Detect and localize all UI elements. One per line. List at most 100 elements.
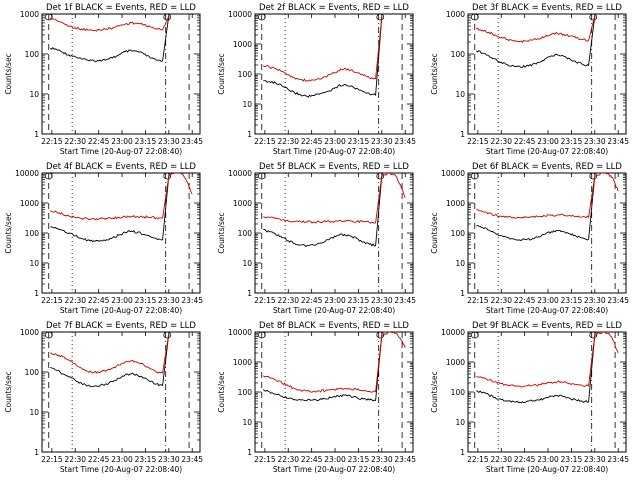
y-tick-label: 1 <box>247 448 252 457</box>
x-tick-label: 22:45 <box>514 296 536 305</box>
panel-det-7: Det 7f BLACK = Events, RED = LLD 1 10 100 10… <box>4 321 203 474</box>
saa-marker <box>257 331 266 339</box>
y-tick-label: 1000 <box>446 358 465 367</box>
x-tick-label: 23:00 <box>537 137 559 146</box>
x-tick-label: 22:30 <box>277 296 299 305</box>
y-axis-label: Counts/sec <box>430 53 439 94</box>
x-tick-label: 23:30 <box>158 455 180 464</box>
panel-det-1: Det 1f BLACK = Events, RED = LLD 1 10 100 10… <box>4 3 203 156</box>
y-tick-label: 10 <box>29 408 39 417</box>
x-tick-label: 23:30 <box>371 137 393 146</box>
x-tick-label: 22:45 <box>301 296 323 305</box>
x-axis-label: Start Time (20-Aug-07 22:08:40) <box>60 147 182 156</box>
x-tick-label: 23:00 <box>111 455 133 464</box>
y-tick-label: 1000 <box>20 328 39 337</box>
y-tick-label: 1 <box>247 130 252 139</box>
series-events-line <box>50 175 170 243</box>
x-tick-label: 23:30 <box>584 296 606 305</box>
y-tick-label: 10000 <box>228 10 252 19</box>
y-tick-label: 10 <box>455 90 465 99</box>
x-tick-label: 23:30 <box>584 137 606 146</box>
y-tick-label: 1000 <box>446 199 465 208</box>
x-tick-label: 23:15 <box>135 455 157 464</box>
x-tick-label: 22:30 <box>490 455 512 464</box>
x-tick-label: 22:30 <box>277 137 299 146</box>
x-tick-label: 22:45 <box>301 455 323 464</box>
panel-title: Det 6f BLACK = Events, RED = LLD <box>472 162 622 172</box>
panel-det-3: Det 3f BLACK = Events, RED = LLD 1 10 100 10… <box>430 3 629 156</box>
panel-det-9: Det 9f BLACK = Events, RED = LLD 1 10 100 10… <box>430 321 629 474</box>
y-axis-label: Counts/sec <box>430 371 439 412</box>
saa-marker <box>470 331 479 339</box>
series-lld-line <box>50 333 170 374</box>
series-lld-line <box>263 16 383 82</box>
saa-marker <box>44 331 53 339</box>
x-tick-label: 23:45 <box>181 455 203 464</box>
x-tick-label: 22:15 <box>467 296 489 305</box>
x-axis-label: Start Time (20-Aug-07 22:08:40) <box>486 306 608 315</box>
y-tick-label: 1 <box>247 289 252 298</box>
x-axis-label: Start Time (20-Aug-07 22:08:40) <box>486 147 608 156</box>
y-tick-label: 10000 <box>15 169 39 178</box>
plot-frame <box>41 331 201 453</box>
x-tick-label: 22:15 <box>41 137 63 146</box>
y-axis-label: Counts/sec <box>4 371 13 412</box>
panel-title: Det 4f BLACK = Events, RED = LLD <box>46 162 196 172</box>
x-tick-label: 23:45 <box>394 137 416 146</box>
x-tick-label: 22:45 <box>88 296 110 305</box>
y-tick-label: 1000 <box>233 199 252 208</box>
x-tick-label: 22:30 <box>64 137 86 146</box>
x-axis-label: Start Time (20-Aug-07 22:08:40) <box>60 306 182 315</box>
x-tick-label: 23:45 <box>394 296 416 305</box>
x-tick-label: 23:30 <box>158 137 180 146</box>
x-tick-label: 22:30 <box>277 455 299 464</box>
y-tick-label: 10 <box>29 259 39 268</box>
panel-title: Det 2f BLACK = Events, RED = LLD <box>259 3 409 13</box>
x-tick-label: 23:15 <box>561 455 583 464</box>
series-events-line <box>50 333 170 388</box>
series-lld-line <box>50 15 170 32</box>
x-tick-label: 23:15 <box>348 455 370 464</box>
panel-title: Det 7f BLACK = Events, RED = LLD <box>46 321 196 331</box>
y-tick-label: 100 <box>238 70 253 79</box>
x-tick-label: 22:45 <box>514 137 536 146</box>
y-tick-label: 100 <box>451 388 466 397</box>
series-events-line <box>476 175 596 242</box>
plot-frame <box>254 13 414 135</box>
panel-title: Det 5f BLACK = Events, RED = LLD <box>259 162 409 172</box>
y-tick-label: 1 <box>460 448 465 457</box>
x-axis-label: Start Time (20-Aug-07 22:08:40) <box>273 465 395 474</box>
panel-title: Det 9f BLACK = Events, RED = LLD <box>472 321 622 331</box>
x-tick-label: 23:30 <box>371 455 393 464</box>
plot-frame <box>254 331 414 453</box>
x-tick-label: 23:15 <box>561 296 583 305</box>
y-tick-label: 100 <box>451 229 466 238</box>
x-tick-label: 22:15 <box>254 137 276 146</box>
series-events-line <box>50 15 170 63</box>
y-tick-label: 100 <box>25 229 40 238</box>
y-tick-label: 10000 <box>228 169 252 178</box>
y-tick-label: 10 <box>242 259 252 268</box>
series-lld-line <box>476 15 596 44</box>
panel-title: Det 3f BLACK = Events, RED = LLD <box>472 3 622 13</box>
series-events-line <box>476 334 596 404</box>
saa-marker <box>257 172 266 180</box>
y-axis-label: Counts/sec <box>217 53 226 94</box>
x-tick-label: 23:45 <box>607 296 629 305</box>
x-tick-label: 23:00 <box>324 137 346 146</box>
panel-det-5: Det 5f BLACK = Events, RED = LLD 1 10 100 10… <box>217 162 416 315</box>
x-tick-label: 23:15 <box>348 137 370 146</box>
x-tick-label: 22:45 <box>88 455 110 464</box>
y-tick-label: 1000 <box>20 199 39 208</box>
x-tick-label: 23:00 <box>324 455 346 464</box>
plot-frame <box>467 331 627 453</box>
panel-det-2: Det 2f BLACK = Events, RED = LLD 1 10 100 10… <box>217 3 416 156</box>
y-tick-label: 10 <box>29 90 39 99</box>
x-tick-label: 22:45 <box>514 455 536 464</box>
x-tick-label: 23:45 <box>607 455 629 464</box>
x-tick-label: 23:45 <box>394 455 416 464</box>
series-lld-line <box>476 332 619 388</box>
y-tick-label: 100 <box>25 368 40 377</box>
x-tick-label: 22:30 <box>64 455 86 464</box>
